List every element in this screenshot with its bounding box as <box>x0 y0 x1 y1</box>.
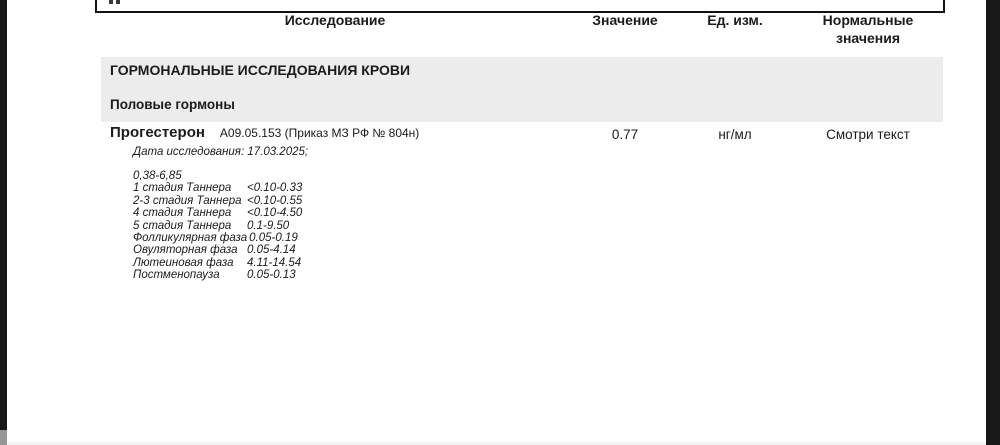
reference-label: 5 стадия Таннера <box>133 219 232 232</box>
reference-label: Лютеиновая фаза <box>133 256 234 269</box>
reference-row: 1 стадия Таннера <0.10-0.33 <box>133 182 302 194</box>
column-header-normal-line1: Нормальные <box>822 12 914 28</box>
reference-label: Постменопауза <box>133 269 220 282</box>
test-unit: нг/мл <box>718 127 752 142</box>
reference-row: Овуляторная фаза 0.05-4.14 <box>133 244 302 256</box>
reference-value: <0.10-4.50 <box>247 207 303 220</box>
bottom-edge-strip <box>7 442 986 445</box>
reference-value: <0.10-0.33 <box>247 182 303 195</box>
reference-value: 0.05-0.19 <box>249 232 298 245</box>
reference-row: 2-3 стадия Таннера <0.10-0.55 <box>133 195 302 207</box>
right-letterbox-bar <box>986 0 1000 445</box>
section-band <box>101 57 943 122</box>
cut-text-artifact <box>116 0 120 4</box>
test-value: 0.77 <box>611 127 639 142</box>
column-header-value: Значение <box>592 12 658 28</box>
section-title-hormonal-blood-tests: ГОРМОНАЛЬНЫЕ ИССЛЕДОВАНИЯ КРОВИ <box>110 62 411 78</box>
reference-value: 0,38-6,85 <box>133 170 182 182</box>
reference-value: 0.05-0.13 <box>247 269 296 282</box>
reference-value: <0.10-0.55 <box>247 194 303 207</box>
reference-row: 5 стадия Таннера 0.1-9.50 <box>133 220 302 232</box>
column-header-normal: Нормальные значения <box>803 11 933 47</box>
column-header-unit: Ед. изм. <box>707 12 763 28</box>
subsection-title-sex-hormones: Половые гормоны <box>110 97 235 112</box>
test-name: Прогестерон <box>110 124 205 141</box>
column-header-study: Исследование <box>284 12 386 28</box>
test-code: A09.05.153 (Приказ МЗ РФ № 804н) <box>219 126 420 140</box>
reference-label: 1 стадия Таннера <box>133 182 232 195</box>
reference-value: 0.05-4.14 <box>247 244 296 257</box>
column-header-normal-line2: значения <box>836 30 900 46</box>
reference-label: 2-3 стадия Таннера <box>133 194 242 207</box>
reference-row: 0,38-6,85 <box>133 170 302 182</box>
cut-off-top-box <box>95 0 945 13</box>
reference-label: 4 стадия Таннера <box>133 207 232 220</box>
reference-list: 0,38-6,85 1 стадия Таннера <0.10-0.33 2-3 с… <box>133 170 302 282</box>
test-date-note: Дата исследования: 17.03.2025; <box>133 146 309 158</box>
test-normal-value: Смотри текст <box>826 127 910 142</box>
reference-value: 4.11-14.54 <box>247 256 302 269</box>
cut-text-artifact <box>109 0 113 4</box>
test-row-progesterone: Прогестерон A09.05.153 (Приказ МЗ РФ № 8… <box>110 124 419 141</box>
reference-row: Лютеиновая фаза 4.11-14.54 <box>133 257 302 269</box>
reference-value: 0.1-9.50 <box>247 219 290 232</box>
reference-row: Фолликулярная фаза 0.05-0.19 <box>133 232 302 244</box>
left-letterbox-bar-bottom <box>0 430 7 445</box>
reference-label: Фолликулярная фаза <box>133 232 248 245</box>
reference-label: Овуляторная фаза <box>133 244 238 257</box>
reference-row: Постменопауза 0.05-0.13 <box>133 269 302 281</box>
left-letterbox-bar <box>0 0 7 445</box>
reference-row: 4 стадия Таннера <0.10-4.50 <box>133 207 302 219</box>
